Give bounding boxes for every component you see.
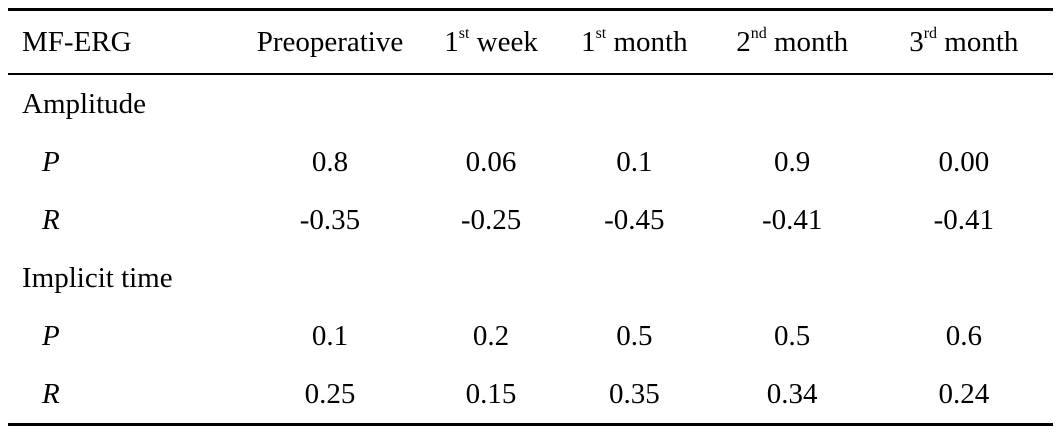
header-3rd-month: 3rd month (874, 9, 1053, 75)
table-cell: 0.1 (311, 319, 349, 352)
table-row: R -0.35 -0.25 -0.45 -0.41 -0.41 (8, 191, 1053, 249)
table-cell: 0.9 (774, 145, 811, 178)
header-1st-month: 1st month (558, 9, 710, 75)
section-row-amplitude: Amplitude (8, 74, 1053, 133)
table-cell: -0.25 (460, 203, 522, 236)
mf-erg-correlation-table: MF-ERG Preoperative 1st week 1st month 2… (8, 8, 1053, 426)
header-row: MF-ERG Preoperative 1st week 1st month 2… (8, 9, 1053, 75)
row-stat-label: R (42, 377, 60, 410)
row-stat-label: R (42, 203, 60, 236)
table-cell: -0.41 (761, 203, 823, 236)
section-title: Amplitude (22, 87, 147, 120)
table-cell: 0.5 (616, 319, 653, 352)
table-cell: -0.45 (604, 203, 665, 236)
table-cell: 0.8 (311, 145, 349, 178)
table-cell: 0.15 (465, 377, 517, 410)
section-row-implicit-time: Implicit time (8, 249, 1053, 307)
row-stat-label: P (42, 319, 60, 352)
header-preoperative: Preoperative (236, 9, 424, 75)
table-row: P 0.8 0.06 0.1 0.9 0.00 (8, 133, 1053, 191)
section-title: Implicit time (22, 261, 173, 294)
header-1st-week: 1st week (423, 9, 559, 75)
table-cell: 0.35 (608, 377, 660, 410)
table-row: R 0.25 0.15 0.35 0.34 0.24 (8, 365, 1053, 425)
table-cell: 0.6 (945, 319, 982, 352)
table-cell: 0.2 (472, 319, 510, 352)
header-2nd-month: 2nd month (709, 9, 875, 75)
table-cell: 0.5 (774, 319, 811, 352)
row-stat-label: P (42, 145, 60, 178)
table-cell: 0.34 (766, 377, 818, 410)
table-cell: 0.00 (938, 145, 990, 178)
table-cell: -0.35 (299, 203, 361, 236)
table-cell: 0.24 (938, 377, 990, 410)
table-cell: 0.06 (465, 145, 517, 178)
correlation-table-container: MF-ERG Preoperative 1st week 1st month 2… (8, 8, 1053, 426)
table-cell: 0.25 (304, 377, 356, 410)
table-row: P 0.1 0.2 0.5 0.5 0.6 (8, 307, 1053, 365)
header-mf-erg: MF-ERG (8, 9, 237, 75)
table-cell: 0.1 (616, 145, 653, 178)
table-cell: -0.41 (933, 203, 995, 236)
